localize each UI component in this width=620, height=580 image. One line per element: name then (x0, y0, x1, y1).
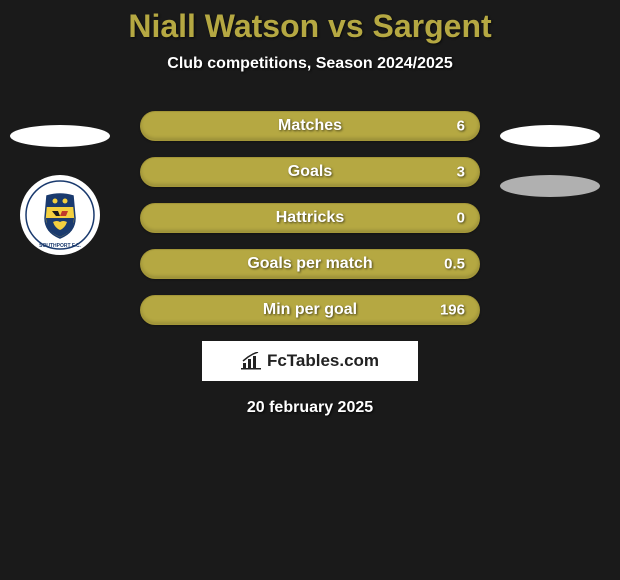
stats-bars: Matches 6 Goals 3 Hattricks 0 Goals per … (140, 111, 480, 325)
left-player-oval (10, 125, 110, 147)
stat-label: Hattricks (276, 209, 344, 227)
stat-bar-goals-per-match: Goals per match 0.5 (140, 249, 480, 279)
stat-value: 196 (440, 302, 465, 319)
right-player-column (500, 125, 600, 225)
right-player-oval-2 (500, 175, 600, 197)
stat-bar-matches: Matches 6 (140, 111, 480, 141)
stat-value: 6 (457, 118, 465, 135)
right-player-oval-1 (500, 125, 600, 147)
stat-bar-goals: Goals 3 (140, 157, 480, 187)
stat-bar-min-per-goal: Min per goal 196 (140, 295, 480, 325)
page-title: Niall Watson vs Sargent (0, 8, 620, 45)
stat-label: Goals per match (247, 255, 372, 273)
stat-value: 0.5 (444, 256, 465, 273)
page-subtitle: Club competitions, Season 2024/2025 (0, 55, 620, 73)
stat-label: Matches (278, 117, 342, 135)
svg-text:SOUTHPORT F.C.: SOUTHPORT F.C. (39, 243, 81, 249)
bar-chart-icon (241, 352, 263, 370)
footer-date: 20 february 2025 (0, 399, 620, 417)
branding-text: FcTables.com (267, 351, 379, 371)
stat-bar-hattricks: Hattricks 0 (140, 203, 480, 233)
shield-crest-icon: SOUTHPORT F.C. (25, 180, 95, 250)
left-player-column: SOUTHPORT F.C. (10, 125, 110, 255)
stat-value: 3 (457, 164, 465, 181)
stat-label: Min per goal (263, 301, 357, 319)
left-player-crest: SOUTHPORT F.C. (20, 175, 100, 255)
stat-label: Goals (288, 163, 332, 181)
branding-box[interactable]: FcTables.com (202, 341, 418, 381)
stat-value: 0 (457, 210, 465, 227)
